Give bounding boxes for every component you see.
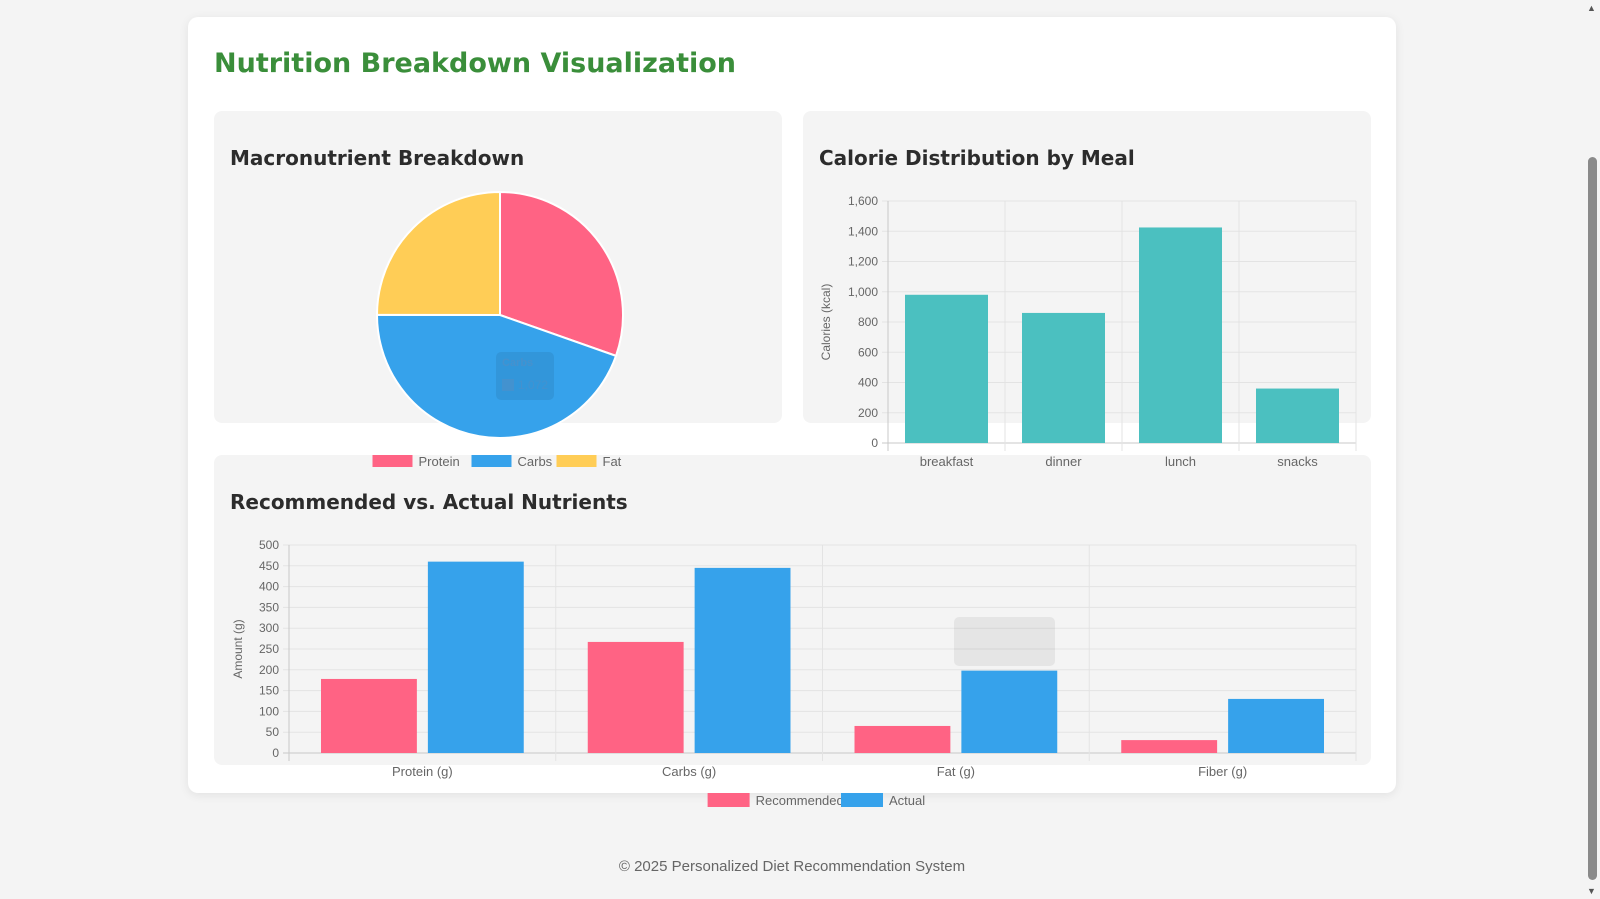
page-title: Nutrition Breakdown Visualization — [214, 48, 736, 79]
legend-swatch-carbs — [472, 455, 512, 467]
x-tick-label: Fiber (g) — [1198, 764, 1247, 779]
y-tick-label: 1,600 — [848, 194, 878, 208]
bar-fiber-g-actual[interactable] — [1228, 699, 1324, 753]
bar-snacks[interactable] — [1256, 389, 1339, 443]
bar-carbs-g-recommended[interactable] — [588, 642, 684, 753]
bar-protein-g-actual[interactable] — [428, 562, 524, 753]
y-axis-label: Amount (g) — [231, 619, 245, 678]
y-tick-label: 500 — [259, 538, 279, 552]
y-tick-label: 200 — [858, 406, 878, 420]
footer-copyright: © 2025 Personalized Diet Recommendation … — [0, 858, 1584, 875]
bar-fat-g-actual[interactable] — [961, 671, 1057, 753]
scrollbar[interactable]: ▲ ▼ — [1583, 0, 1600, 899]
x-tick-label: Fat (g) — [937, 764, 975, 779]
nutrients-bar-chart[interactable]: 0 50 100 150 200 250 300 350 400 450 500 Amount (g)… — [225, 533, 1375, 813]
y-tick-label: 350 — [259, 600, 279, 614]
pie-tooltip-swatch — [502, 379, 514, 391]
legend-swatch-recommended — [708, 793, 750, 807]
bar-breakfast[interactable] — [905, 295, 988, 443]
x-tick-label: breakfast — [920, 454, 974, 469]
scroll-up-arrow-icon[interactable]: ▲ — [1586, 3, 1597, 13]
y-tick-label: 400 — [858, 376, 878, 390]
y-tick-label: 0 — [871, 436, 878, 450]
bar-fat-g-recommended[interactable] — [855, 726, 951, 753]
y-tick-label: 1,400 — [848, 224, 878, 238]
x-tick-label: dinner — [1045, 454, 1082, 469]
bar-dinner[interactable] — [1022, 313, 1105, 443]
scrollbar-thumb[interactable] — [1588, 157, 1597, 880]
pie-slice-fat[interactable] — [377, 192, 500, 315]
bar-lunch[interactable] — [1139, 227, 1222, 443]
bar-fiber-g-recommended[interactable] — [1121, 740, 1217, 753]
x-tick-label: Carbs (g) — [662, 764, 716, 779]
legend-label-actual: Actual — [889, 793, 925, 808]
macronutrient-chart-title: Macronutrient Breakdown — [230, 146, 524, 170]
legend-swatch-fat — [557, 455, 597, 467]
x-tick-label: Protein (g) — [392, 764, 453, 779]
legend-swatch-protein — [373, 455, 413, 467]
x-tick-label: snacks — [1277, 454, 1318, 469]
y-axis-label: Calories (kcal) — [819, 284, 833, 361]
pie-tooltip: Carbs 1,072 — [496, 352, 554, 400]
y-tick-label: 100 — [259, 704, 279, 718]
legend-swatch-actual — [841, 793, 883, 807]
y-tick-label: 450 — [259, 559, 279, 573]
calorie-bar-chart[interactable]: 0 200 400 600 800 1,000 1,200 1,400 1,600 Calorie… — [810, 190, 1370, 480]
legend-label-protein: Protein — [419, 454, 460, 469]
bar-carbs-g-actual[interactable] — [695, 568, 791, 753]
y-tick-label: 600 — [858, 345, 878, 359]
y-tick-label: 1,200 — [848, 255, 878, 269]
bar-protein-g-recommended[interactable] — [321, 679, 417, 753]
legend-label-carbs: Carbs — [518, 454, 553, 469]
y-tick-label: 400 — [259, 580, 279, 594]
y-tick-label: 50 — [266, 725, 280, 739]
y-tick-label: 250 — [259, 642, 279, 656]
legend-label-recommended: Recommended — [756, 793, 844, 808]
y-tick-label: 800 — [858, 315, 878, 329]
y-tick-label: 1,000 — [848, 285, 878, 299]
nutrients-chart-title: Recommended vs. Actual Nutrients — [230, 490, 628, 514]
calorie-chart-title: Calorie Distribution by Meal — [819, 146, 1135, 170]
y-tick-label: 200 — [259, 663, 279, 677]
legend-label-fat: Fat — [603, 454, 622, 469]
y-tick-label: 0 — [272, 746, 279, 760]
macronutrient-pie-chart[interactable]: Protein Carbs Fat — [360, 185, 630, 475]
y-tick-label: 150 — [259, 684, 279, 698]
y-tick-label: 300 — [259, 621, 279, 635]
pie-tooltip-label: Carbs — [502, 357, 533, 369]
scroll-down-arrow-icon[interactable]: ▼ — [1586, 886, 1597, 896]
pie-tooltip-value: 1,072 — [518, 378, 548, 392]
x-tick-label: lunch — [1165, 454, 1196, 469]
nutrients-tooltip — [954, 617, 1055, 666]
